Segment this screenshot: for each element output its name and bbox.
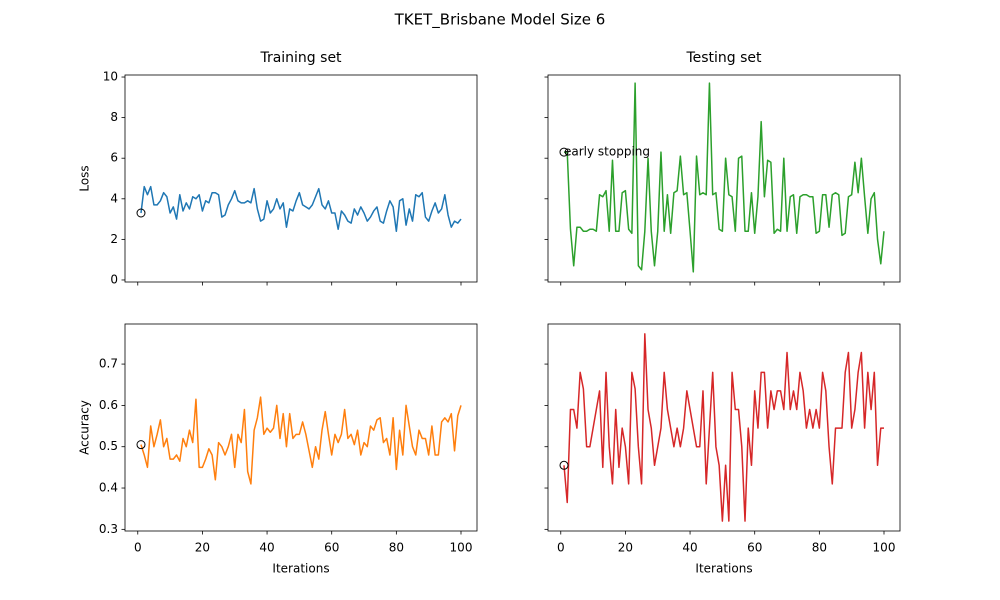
x-tick-label: 60 <box>324 541 339 555</box>
y-tick-label: 6 <box>110 151 118 165</box>
axes-frame <box>124 323 478 532</box>
y-tick-label: 0.4 <box>99 481 118 495</box>
y-tick-label: 0 <box>110 272 118 286</box>
early-stop-marker <box>559 147 569 157</box>
y-tick-label: 0.3 <box>99 522 118 536</box>
y-tick-label: 10 <box>103 70 118 84</box>
axes-frame <box>547 323 901 532</box>
x-tick-label: 40 <box>682 541 697 555</box>
axes-frame <box>547 74 901 283</box>
y-tick-label: 0.6 <box>99 398 118 412</box>
y-tick-label: 4 <box>110 191 118 205</box>
x-tick-label: 100 <box>450 541 473 555</box>
line <box>140 185 462 233</box>
x-tick-label: 60 <box>747 541 762 555</box>
early-stop-marker <box>559 460 569 470</box>
axes-title: Testing set <box>685 50 762 66</box>
x-axis-label: Iterations <box>695 562 752 576</box>
y-tick-label: 0.5 <box>99 439 118 453</box>
x-tick-label: 0 <box>134 541 142 555</box>
early-stop-marker <box>136 440 146 450</box>
x-tick-label: 0 <box>557 541 565 555</box>
x-tick-label: 20 <box>195 541 210 555</box>
y-tick-label: 2 <box>110 232 118 246</box>
x-tick-label: 20 <box>618 541 633 555</box>
x-tick-label: 80 <box>389 541 404 555</box>
x-tick-label: 100 <box>873 541 896 555</box>
x-tick-label: 80 <box>812 541 827 555</box>
y-tick-label: 0.7 <box>99 357 118 371</box>
line <box>563 333 884 522</box>
axes-title: Training set <box>259 50 342 66</box>
y-axis-label: Loss <box>78 165 92 191</box>
line <box>140 396 462 485</box>
axes-frame <box>124 74 478 283</box>
early-stop-marker <box>136 208 146 218</box>
x-tick-label: 40 <box>259 541 274 555</box>
figure-title: TKET_Brisbane Model Size 6 <box>394 11 606 30</box>
line <box>564 82 885 273</box>
y-axis-label: Accuracy <box>78 400 92 455</box>
y-tick-label: 8 <box>110 110 118 124</box>
annotation: early stopping <box>564 145 650 159</box>
x-axis-label: Iterations <box>272 562 329 576</box>
